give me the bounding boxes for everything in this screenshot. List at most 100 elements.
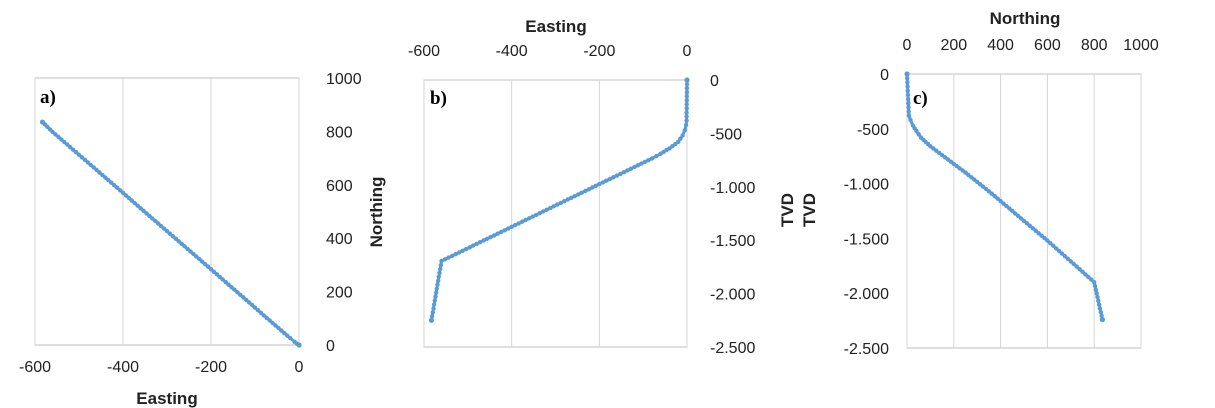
- chart-a-data-point: [156, 221, 161, 226]
- chart-b-data-point: [684, 102, 689, 107]
- chart-b-data-point: [491, 233, 497, 238]
- chart-a-data-point: [129, 198, 134, 203]
- chart-b-data-point: [558, 200, 563, 206]
- chart-a-data-point: [138, 206, 143, 211]
- chart-b-data-point: [434, 286, 439, 291]
- chart-b-data-point: [431, 306, 436, 311]
- chart-a-data-point: [65, 142, 70, 147]
- chart-c-data-point: [905, 88, 910, 93]
- chart-b-series-markers: [428, 77, 690, 323]
- chart-a-data-point: [200, 259, 205, 264]
- chart-a-data-point: [220, 277, 225, 282]
- chart-a-data-point: [161, 226, 167, 231]
- chart-b-data-point: [658, 151, 663, 156]
- chart-a-y-tick-label: 600: [326, 178, 353, 195]
- chart-c-data-point: [906, 105, 911, 110]
- chart-c-data-point: [1096, 298, 1101, 304]
- chart-a-data-point: [158, 223, 164, 229]
- chart-b-data-point: [437, 270, 442, 276]
- chart-a-data-point: [73, 150, 79, 155]
- chart-a-data-point: [170, 234, 176, 239]
- chart-a-data-point: [235, 290, 240, 295]
- chart-b-data-point: [509, 224, 514, 229]
- chart-a-data-point: [126, 195, 132, 201]
- chart-a-data-point: [164, 228, 170, 234]
- chart-b-data-point: [590, 185, 595, 190]
- chart-a-data-point: [229, 285, 234, 290]
- chart-a-y-tick-label: 200: [326, 285, 353, 302]
- chart-b-data-point: [572, 193, 577, 199]
- chart-a-data-point: [296, 342, 302, 348]
- chart-a-data-point: [82, 157, 88, 162]
- chart-b-data-point: [438, 266, 443, 272]
- chart-b-data-point: [635, 163, 641, 168]
- chart-a-data-point: [167, 231, 173, 236]
- chart-b-panel-label: b): [430, 88, 447, 109]
- chart-c-data-point: [916, 132, 921, 137]
- chart-c-data-point: [905, 76, 910, 81]
- chart-a-data-point: [106, 177, 111, 183]
- chart-a-data-point: [232, 287, 237, 292]
- chart-b-data-point: [474, 241, 479, 247]
- chart-c-data-point: [1059, 251, 1065, 256]
- chart-b-data-point: [520, 219, 525, 224]
- chart-b-data-point: [684, 98, 689, 103]
- chart-a-data-point: [53, 132, 58, 137]
- chart-a-data-point: [226, 282, 231, 287]
- chart-c-data-point: [1086, 274, 1091, 280]
- chart-c-data-point: [1056, 248, 1062, 254]
- chart-c-x-tick-label: 200: [940, 37, 967, 54]
- chart-b-data-point: [431, 302, 437, 307]
- chart-a-data-point: [292, 339, 297, 344]
- chart-c-data-point: [904, 71, 910, 77]
- chart-a-data-point: [103, 175, 108, 180]
- chart-b-data-point: [463, 246, 469, 252]
- chart-b-data-point: [481, 238, 486, 243]
- chart-a-data-point: [179, 241, 184, 246]
- chart-a-data-point: [282, 330, 287, 336]
- chart-a-panel-label: a): [40, 87, 56, 108]
- chart-c-data-point: [1048, 241, 1053, 246]
- chart-c-data-point: [1080, 269, 1085, 274]
- chart-c-series-line: [905, 72, 1104, 321]
- chart-b-x-tick-label: -600: [408, 43, 440, 60]
- chart-a-x-tick-label: 0: [295, 359, 304, 376]
- chart-b-data-point: [684, 90, 690, 95]
- chart-b-data-point: [583, 188, 588, 194]
- chart-a-data-point: [62, 139, 67, 145]
- chart-b-data-point: [684, 110, 689, 115]
- chart-a-data-point: [79, 155, 85, 160]
- chart-b-data-point: [436, 274, 441, 279]
- chart-c-panel-label: c): [913, 88, 928, 109]
- chart-c-y-tick-labels: 0 -500 -1.000 -1.500 -2.000 -2.500: [844, 67, 889, 358]
- chart-b-data-point: [537, 211, 542, 216]
- chart-b-data-point: [618, 171, 623, 177]
- chart-c-y-tick-label: -500: [857, 122, 889, 139]
- chart-b-data-point: [565, 197, 570, 202]
- chart-a-data-point: [76, 152, 82, 157]
- chart-a-data-point: [214, 272, 220, 277]
- chart-a-data-point: [132, 200, 137, 206]
- chart-b-x-axis-title: Easting: [525, 17, 586, 36]
- chart-c-x-tick-label: 400: [987, 37, 1014, 54]
- chart-a-plot-area: [34, 77, 300, 346]
- chart-c-data-point: [1068, 259, 1074, 264]
- chart-c-data-point: [1015, 213, 1021, 219]
- chart-b-y-tick-label: -2.000: [710, 287, 755, 304]
- chart-a-data-point: [288, 335, 293, 341]
- chart-b-data-point: [614, 173, 620, 178]
- chart-c-data-point: [908, 117, 913, 123]
- chart-a-data-point: [88, 162, 93, 168]
- chart-c-data-point: [983, 186, 989, 192]
- chart-b-data-point: [502, 228, 507, 233]
- chart-b-data-point: [684, 114, 689, 119]
- chart-b-data-point: [551, 204, 556, 209]
- chart-a-data-point: [191, 251, 196, 257]
- chart-a-data-point: [39, 119, 46, 125]
- chart-b-data-point: [436, 278, 441, 283]
- chart-c-data-point: [1018, 216, 1024, 221]
- chart-a-x-tick-labels: -600 -400 -200 0: [19, 359, 304, 376]
- chart-c-data-point: [1039, 233, 1044, 238]
- chart-b-gridlines: [423, 80, 688, 347]
